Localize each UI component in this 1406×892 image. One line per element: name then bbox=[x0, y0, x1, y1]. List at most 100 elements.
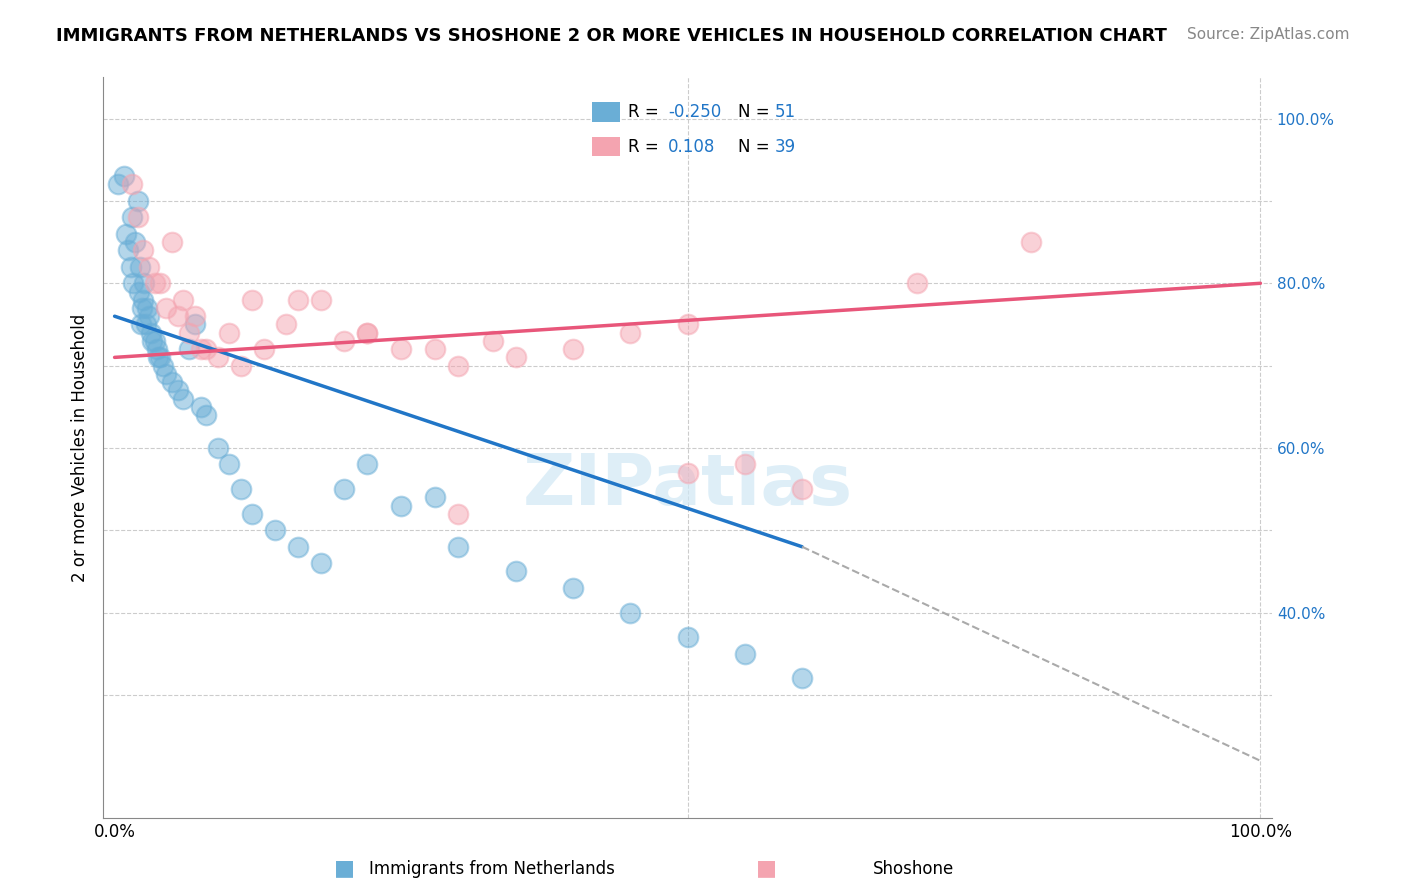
Point bbox=[112, 169, 135, 184]
Text: IMMIGRANTS FROM NETHERLANDS VS SHOSHONE 2 OR MORE VEHICLES IN HOUSEHOLD CORRELAT: IMMIGRANTS FROM NETHERLANDS VS SHOSHONE … bbox=[56, 27, 1167, 45]
Point bbox=[389, 342, 412, 356]
Text: R =: R = bbox=[628, 137, 659, 155]
Point bbox=[356, 326, 378, 340]
Point bbox=[309, 556, 332, 570]
Text: Immigrants from Netherlands: Immigrants from Netherlands bbox=[370, 860, 614, 878]
Text: R =: R = bbox=[628, 103, 659, 121]
Point bbox=[172, 392, 194, 406]
Point bbox=[121, 178, 143, 192]
Point bbox=[207, 441, 229, 455]
Point bbox=[619, 326, 641, 340]
Point bbox=[184, 318, 207, 332]
Point bbox=[184, 309, 207, 323]
Point bbox=[619, 606, 641, 620]
Point bbox=[177, 326, 200, 340]
Point bbox=[447, 540, 470, 554]
Point bbox=[141, 334, 163, 348]
Point bbox=[172, 293, 194, 307]
Point bbox=[905, 277, 928, 291]
Point bbox=[122, 277, 145, 291]
Point bbox=[389, 499, 412, 513]
Text: Source: ZipAtlas.com: Source: ZipAtlas.com bbox=[1187, 27, 1350, 42]
Point bbox=[505, 351, 527, 365]
Point bbox=[676, 318, 699, 332]
Point bbox=[127, 211, 149, 225]
Y-axis label: 2 or more Vehicles in Household: 2 or more Vehicles in Household bbox=[72, 314, 89, 582]
Point bbox=[240, 507, 263, 521]
Point bbox=[240, 293, 263, 307]
Point bbox=[146, 351, 169, 365]
Point bbox=[143, 334, 166, 348]
Point bbox=[138, 309, 160, 323]
Point bbox=[264, 523, 287, 537]
Point bbox=[149, 351, 172, 365]
Point bbox=[561, 581, 583, 595]
Point bbox=[143, 277, 166, 291]
Text: ■: ■ bbox=[335, 858, 354, 878]
Point bbox=[425, 491, 447, 505]
Point bbox=[207, 351, 229, 365]
Point bbox=[107, 178, 129, 192]
Point bbox=[152, 359, 174, 373]
Point bbox=[309, 293, 332, 307]
Point bbox=[149, 277, 172, 291]
Point bbox=[155, 301, 177, 315]
Point bbox=[287, 293, 309, 307]
Point bbox=[447, 359, 470, 373]
Point bbox=[121, 211, 143, 225]
Point bbox=[252, 342, 274, 356]
Point bbox=[332, 482, 354, 496]
Text: Shoshone: Shoshone bbox=[873, 860, 955, 878]
Point bbox=[135, 318, 157, 332]
Point bbox=[132, 244, 155, 258]
Point bbox=[447, 507, 470, 521]
Text: N =: N = bbox=[738, 137, 769, 155]
Point bbox=[166, 384, 188, 398]
Point bbox=[131, 301, 153, 315]
Point bbox=[790, 482, 813, 496]
Point bbox=[129, 318, 152, 332]
Point bbox=[276, 318, 298, 332]
Point bbox=[229, 482, 252, 496]
Point bbox=[287, 540, 309, 554]
Point bbox=[115, 227, 138, 241]
Point bbox=[734, 647, 756, 661]
Point bbox=[561, 342, 583, 356]
Point bbox=[505, 565, 527, 579]
Bar bbox=[592, 103, 620, 122]
Point bbox=[128, 260, 150, 274]
Text: ■: ■ bbox=[756, 858, 776, 878]
Point bbox=[155, 367, 177, 381]
Point bbox=[190, 400, 212, 414]
Point bbox=[481, 334, 503, 348]
Point bbox=[790, 672, 813, 686]
Point bbox=[190, 342, 212, 356]
Point bbox=[166, 309, 188, 323]
Point bbox=[128, 285, 150, 299]
Text: N =: N = bbox=[738, 103, 769, 121]
Point bbox=[117, 244, 139, 258]
Bar bbox=[592, 136, 620, 156]
Point bbox=[218, 458, 240, 472]
Point bbox=[141, 326, 163, 340]
Point bbox=[1019, 235, 1042, 249]
Text: 39: 39 bbox=[775, 137, 796, 155]
Text: 51: 51 bbox=[775, 103, 796, 121]
Point bbox=[356, 458, 378, 472]
Point bbox=[195, 342, 218, 356]
Point bbox=[425, 342, 447, 356]
Text: 0.108: 0.108 bbox=[668, 137, 716, 155]
Text: -0.250: -0.250 bbox=[668, 103, 721, 121]
Point bbox=[160, 235, 183, 249]
Point bbox=[146, 342, 169, 356]
Point bbox=[218, 326, 240, 340]
Point bbox=[135, 301, 157, 315]
Point bbox=[132, 293, 155, 307]
Point bbox=[177, 342, 200, 356]
Point bbox=[120, 260, 142, 274]
Point bbox=[356, 326, 378, 340]
Point bbox=[332, 334, 354, 348]
Point bbox=[734, 458, 756, 472]
Point bbox=[229, 359, 252, 373]
Point bbox=[195, 408, 218, 422]
